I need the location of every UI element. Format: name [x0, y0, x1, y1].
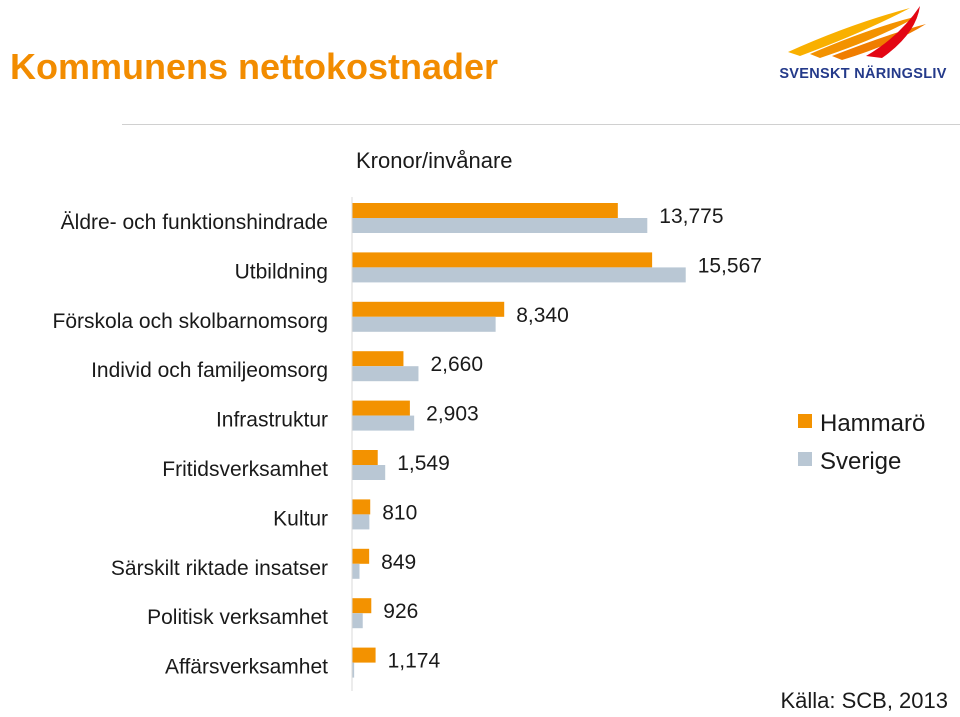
data-label: 15,567 — [698, 254, 762, 277]
category-label: Kultur — [273, 507, 328, 530]
logo-text: SVENSKT NÄRINGSLIV — [779, 66, 947, 82]
logo-flame-icon — [788, 6, 926, 60]
category-label: Infrastruktur — [216, 409, 328, 432]
category-label: Utbildning — [235, 260, 328, 283]
data-label: 926 — [383, 600, 418, 623]
bar-hammar — [352, 252, 653, 268]
data-label: 8,340 — [516, 304, 569, 327]
bar-sverige — [352, 514, 370, 530]
bar-sverige — [352, 662, 355, 678]
bar-hammar — [352, 499, 371, 515]
bar-hammar — [352, 450, 378, 465]
bar-hammar — [352, 400, 410, 416]
source-note: Källa: SCB, 2013 — [780, 688, 948, 713]
page-title: Kommunens nettokostnader — [10, 46, 499, 87]
data-label: 1,174 — [388, 650, 441, 673]
bar-sverige — [352, 218, 648, 233]
bar-sverige — [352, 267, 686, 283]
bar-sverige — [352, 415, 415, 431]
bar-hammar — [352, 351, 404, 367]
data-label: 2,660 — [430, 353, 483, 376]
category-label: Särskilt riktade insatser — [111, 557, 328, 580]
bar-sverige — [352, 465, 386, 480]
bar-sverige — [352, 366, 419, 382]
bar-hammar — [352, 647, 376, 663]
bar-hammar — [352, 301, 505, 317]
category-label: Affärsverksamhet — [165, 656, 328, 679]
bar-sverige — [352, 613, 363, 629]
legend-label-sverige: Sverige — [820, 448, 902, 475]
category-label: Individ och familjeomsorg — [91, 359, 328, 382]
data-label: 1,549 — [397, 452, 450, 475]
bar-sverige — [352, 563, 360, 579]
data-label: 2,903 — [426, 403, 479, 426]
data-label: 849 — [381, 551, 416, 574]
data-label: 810 — [382, 501, 417, 524]
chart-title: Kronor/invånare — [356, 148, 513, 173]
header-divider — [122, 124, 960, 125]
category-label: Fritidsverksamhet — [162, 458, 328, 481]
bar-hammar — [352, 203, 618, 218]
category-label: Äldre- och funktionshindrade — [61, 211, 328, 234]
category-label: Förskola och skolbarnomsorg — [53, 310, 328, 333]
bar-hammar — [352, 548, 370, 564]
svenskt-naringsliv-logo: SVENSKT NÄRINGSLIV — [770, 4, 956, 84]
legend-label-hammaro: Hammarö — [820, 410, 926, 437]
data-label: 13,775 — [659, 205, 723, 228]
legend-swatch-hammaro — [798, 414, 812, 428]
bar-sverige — [352, 316, 496, 332]
legend-swatch-sverige — [798, 452, 812, 466]
category-label: Politisk verksamhet — [147, 606, 328, 629]
bar-hammar — [352, 598, 372, 614]
